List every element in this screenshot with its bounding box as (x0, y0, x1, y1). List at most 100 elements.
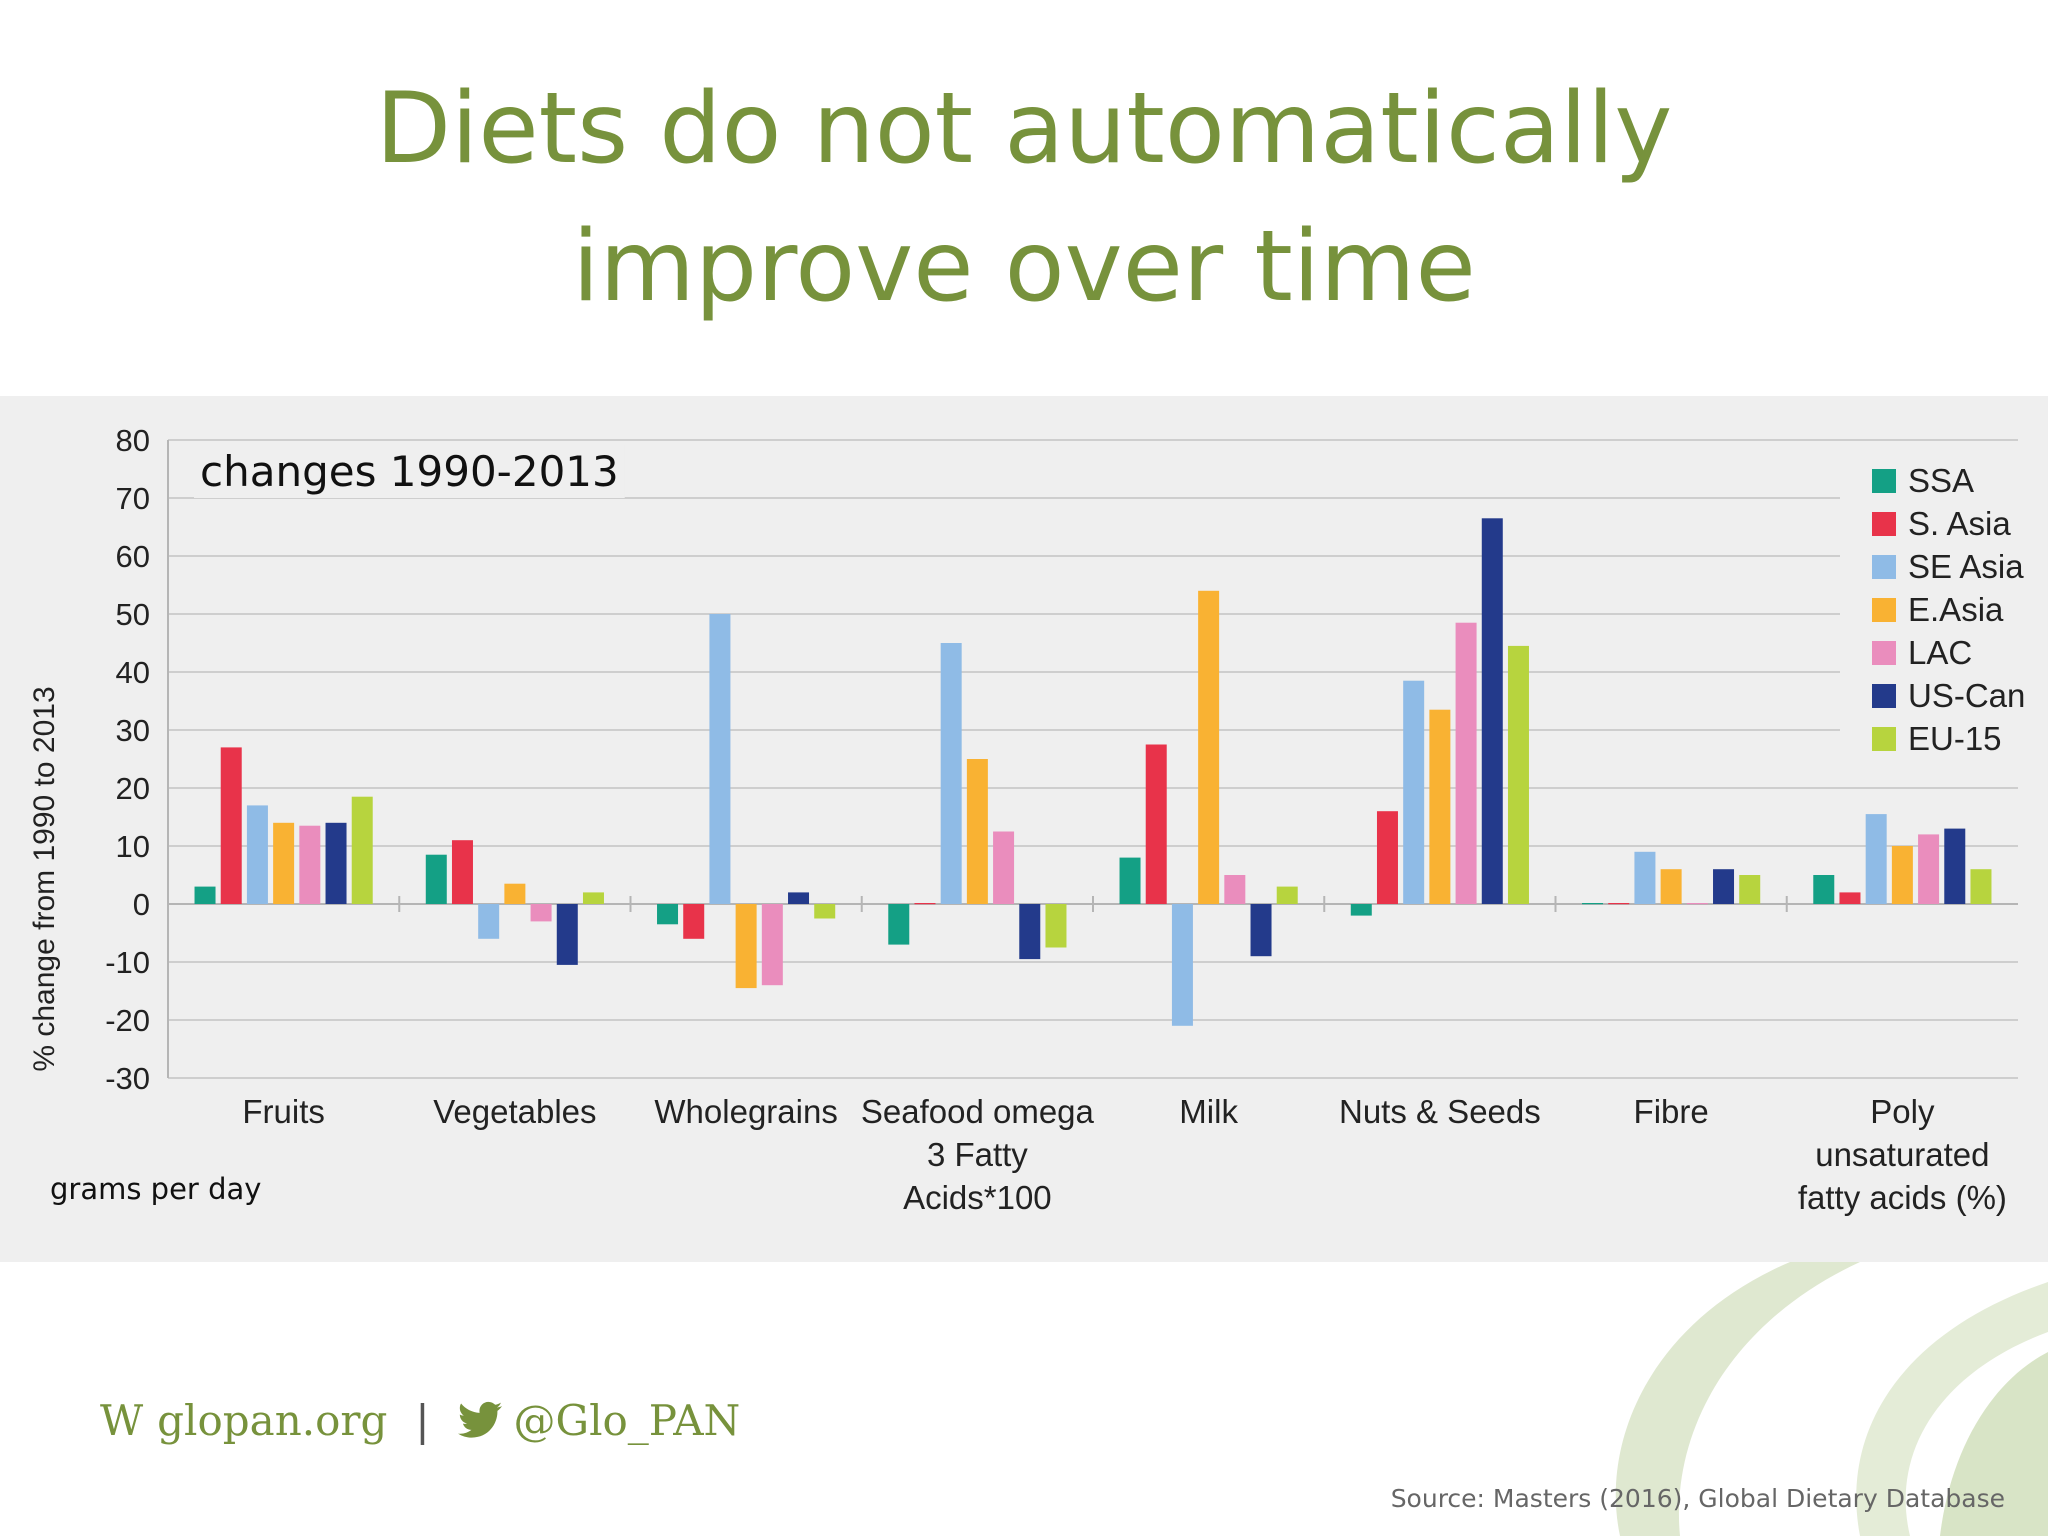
bar-s-asia (914, 903, 936, 905)
title-line-2: improve over time (572, 210, 1476, 324)
category-label: Fibre (1634, 1093, 1709, 1130)
bar-lac (1224, 875, 1246, 904)
y-axis-label: % change from 1990 to 2013 (28, 686, 61, 1071)
bar-s-asia (1145, 744, 1167, 904)
bar-e-asia (1198, 590, 1220, 904)
title-line-1: Diets do not automatically (375, 72, 1673, 186)
footer-separator: | (415, 1395, 430, 1445)
legend-label: LAC (1908, 634, 1972, 671)
grid-lines (167, 439, 2018, 1079)
legend-label: US-Can (1908, 677, 2025, 714)
bar-se-asia (1171, 904, 1193, 1026)
bar-lac (1455, 622, 1477, 904)
bar-ssa (888, 904, 910, 945)
y-tick-label: 10 (116, 829, 150, 864)
bar-s-asia (1376, 811, 1398, 904)
bar-se-asia (940, 643, 962, 904)
x-axis-categories: Fruits Vegetables Wholegrains Seafood omega… (242, 1093, 2007, 1216)
bar-se-asia (709, 614, 731, 904)
chart-panel: 80 70 60 50 40 30 20 10 0 -10 -20 -30 Fruits Vegetab… (0, 396, 2048, 1262)
legend-swatch (1872, 512, 1896, 536)
bar-e-asia (273, 822, 295, 904)
bar-ssa (1350, 904, 1372, 916)
bar-se-asia (478, 904, 500, 939)
bar-us-can (1944, 828, 1966, 904)
y-tick-label: 20 (116, 771, 150, 806)
bar-ssa (1119, 857, 1141, 904)
bar-ssa (425, 854, 447, 904)
y-tick-label: 80 (116, 423, 150, 458)
bar-se-asia (1634, 851, 1656, 904)
bar-ssa (1582, 903, 1604, 905)
bar-us-can (556, 904, 578, 965)
bar-eu-15 (582, 892, 604, 904)
bar-chart: 80 70 60 50 40 30 20 10 0 -10 -20 -30 Fruits Vegetab… (28, 423, 2040, 1216)
bar-s-asia (451, 840, 473, 904)
bar-lac (1918, 834, 1940, 904)
bar-e-asia (1891, 846, 1913, 904)
bar-e-asia (504, 883, 526, 904)
bar-ssa (194, 886, 216, 904)
bar-us-can (788, 892, 810, 904)
category-label: Poly unsaturated fatty acids (%) (1798, 1093, 2007, 1216)
bar-eu-15 (1276, 886, 1298, 904)
bar-s-asia (220, 747, 242, 904)
bar-lac (530, 904, 552, 922)
bar-lac (761, 904, 783, 986)
legend-swatch (1872, 469, 1896, 493)
bar-eu-15 (1045, 904, 1067, 948)
bar-e-asia (1429, 709, 1451, 904)
bar-s-asia (683, 904, 705, 939)
leaf-watermark (1615, 1262, 2048, 1536)
y-tick-label: 50 (116, 597, 150, 632)
bar-se-asia (246, 805, 268, 904)
source-note: Source: Masters (2016), Global Dietary D… (1390, 1484, 2005, 1513)
bar-eu-15 (1970, 869, 1992, 904)
bar-eu-15 (351, 796, 373, 904)
website-prefix: W (100, 1395, 144, 1445)
bar-ssa (657, 904, 679, 925)
bar-eu-15 (1739, 875, 1761, 904)
category-label: Seafood omega 3 Fatty Acids*100 (861, 1093, 1095, 1216)
slide-title: Diets do not automatically improve over … (0, 60, 2048, 336)
bar-us-can (1481, 518, 1503, 904)
bar-ssa (1813, 875, 1835, 904)
legend-swatch (1872, 641, 1896, 665)
bar-e-asia (966, 759, 988, 904)
legend-label: SE Asia (1908, 548, 2024, 585)
twitter-handle[interactable]: @Glo_PAN (513, 1395, 741, 1445)
bar-lac (993, 831, 1015, 904)
y-tick-label: -30 (105, 1061, 150, 1096)
legend: SSA S. Asia SE Asia E.Asia LAC US-Can EU-15 (1840, 462, 2040, 772)
footer-branding: W glopan.org | @Glo_PAN (100, 1390, 740, 1450)
bar-lac (299, 825, 321, 904)
y-tick-label: 70 (116, 481, 150, 516)
chart-subtitle: changes 1990-2013 (200, 447, 619, 496)
bar-us-can (1019, 904, 1041, 960)
legend-swatch (1872, 684, 1896, 708)
legend-label: S. Asia (1908, 505, 2011, 542)
bar-se-asia (1865, 814, 1887, 904)
y-tick-label: 0 (133, 887, 150, 922)
bar-lac (1686, 903, 1708, 905)
y-axis-ticks: 80 70 60 50 40 30 20 10 0 -10 -20 -30 (105, 423, 150, 1096)
legend-swatch (1872, 555, 1896, 579)
bar-se-asia (1403, 680, 1425, 904)
legend-label: E.Asia (1908, 591, 2004, 628)
category-label: Vegetables (433, 1093, 596, 1130)
bar-us-can (1713, 869, 1735, 904)
category-label: Fruits (242, 1093, 325, 1130)
website-link[interactable]: glopan.org (157, 1395, 388, 1445)
bar-eu-15 (814, 904, 836, 919)
legend-label: EU-15 (1908, 720, 2002, 757)
twitter-bird-icon (457, 1401, 502, 1438)
legend-swatch (1872, 598, 1896, 622)
bar-us-can (325, 822, 347, 904)
subtitle-background (194, 445, 625, 498)
bar-e-asia (1660, 869, 1682, 904)
bar-eu-15 (1507, 645, 1529, 904)
category-label: Milk (1179, 1093, 1238, 1130)
y-tick-label: 30 (116, 713, 150, 748)
bar-e-asia (735, 904, 757, 989)
units-note: grams per day (50, 1172, 261, 1206)
